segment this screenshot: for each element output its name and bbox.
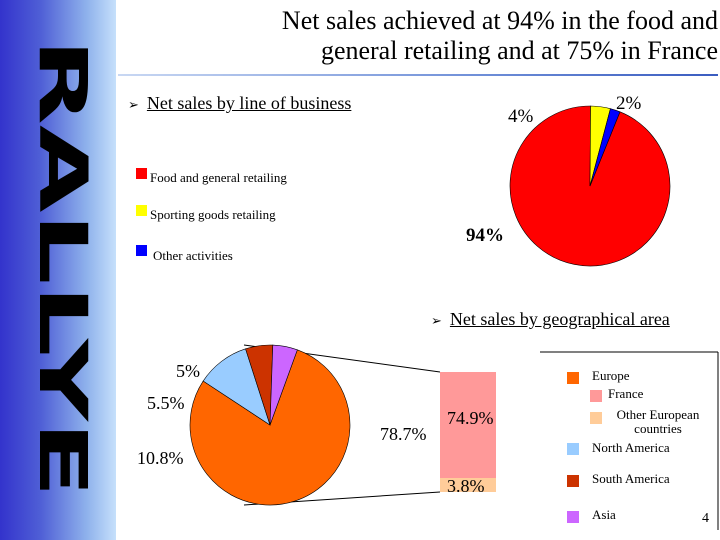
pie-label-other: 2%: [616, 93, 642, 114]
geo-legend-swatch-france: [590, 390, 602, 402]
stack-label-other-european: 3.8%: [447, 476, 485, 496]
bullet-geo-label: Net sales by geographical area: [449, 309, 670, 329]
geo-legend-swatch-europe: [567, 372, 579, 384]
bullet-arrow-icon: ➢: [431, 314, 442, 329]
geo-pie: [189, 344, 351, 506]
geo-slice-europe: [189, 349, 351, 506]
geo-legend-france: France: [608, 386, 644, 401]
pie-label-food: 94%: [466, 225, 504, 246]
geo-label-south-america: 5.5%: [147, 393, 185, 413]
geo-legend-swatch-south-america: [567, 475, 579, 487]
sidebar-band: [0, 0, 116, 540]
stack-label-france: 74.9%: [447, 408, 494, 428]
geo-legend-north-america: North America: [592, 440, 670, 455]
legend-swatch-other: [136, 245, 147, 256]
slide-title: Net sales achieved at 94% in the food an…: [130, 6, 718, 66]
bullet-arrow-icon: ➢: [128, 98, 139, 113]
business-pie: [509, 105, 671, 267]
legend-swatch-food: [136, 168, 147, 179]
logo-text: RALLYE: [24, 38, 101, 498]
geo-legend-south-america: South America: [592, 471, 670, 486]
pie-label-sporting: 4%: [508, 106, 534, 127]
geo-legend-europe: Europe: [592, 368, 630, 383]
geo-legend-asia: Asia: [592, 507, 616, 522]
bullet-business: ➢ Net sales by line of business: [128, 93, 351, 114]
stack-france: [440, 372, 496, 478]
legend-sporting-label: Sporting goods retailing: [150, 207, 276, 222]
bullet-geo: ➢ Net sales by geographical area: [431, 309, 670, 330]
title-divider: [118, 74, 718, 76]
rallye-logo: RALLYE: [0, 0, 116, 540]
page-number: 4: [702, 511, 709, 526]
geo-legend-other-european: Other European countries: [616, 407, 700, 436]
geo-label-europe: 78.7%: [380, 424, 427, 444]
geo-label-asia: 5%: [176, 361, 200, 381]
business-slice-other-activities: [589, 108, 621, 187]
rallye-logo-graphic: RALLYE: [24, 38, 101, 498]
geo-legend-swatch-asia: [567, 511, 579, 523]
geo-slice-asia: [269, 344, 298, 426]
title-line-1: Net sales achieved at 94% in the food an…: [281, 6, 718, 35]
stack-other-european: [440, 478, 496, 492]
legend-other-label: Other activities: [153, 248, 233, 263]
geo-legend-swatch-other-european: [590, 412, 602, 424]
geo-legend-swatch-north-america: [567, 443, 579, 455]
title-line-2: general retailing and at 75% in France: [320, 36, 718, 65]
legend-swatch-sporting: [136, 205, 147, 216]
legend-food-label: Food and general retailing: [150, 170, 287, 185]
bullet-business-label: Net sales by line of business: [146, 93, 352, 113]
geo-label-north-america: 10.8%: [137, 448, 184, 468]
